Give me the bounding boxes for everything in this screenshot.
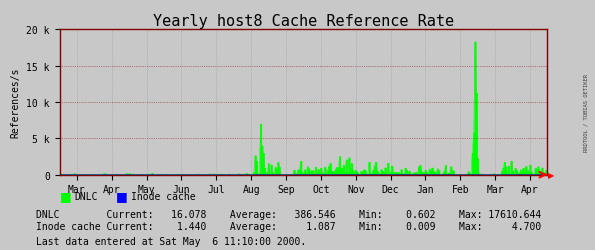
Text: Last data entered at Sat May  6 11:10:00 2000.: Last data entered at Sat May 6 11:10:00 … bbox=[36, 236, 306, 246]
Y-axis label: References/s: References/s bbox=[11, 68, 21, 138]
Text: ■: ■ bbox=[60, 190, 71, 203]
Text: DNLC        Current:   16.078    Average:   386.546    Min:    0.602    Max: 176: DNLC Current: 16.078 Average: 386.546 Mi… bbox=[36, 209, 541, 219]
Text: Inode cache: Inode cache bbox=[131, 191, 196, 201]
Text: ▶: ▶ bbox=[549, 170, 555, 179]
Text: Inode cache Current:    1.440    Average:     1.087    Min:    0.009    Max:    : Inode cache Current: 1.440 Average: 1.08… bbox=[36, 221, 541, 231]
Text: RRDTOOL / TOBIAS OETIKER: RRDTOOL / TOBIAS OETIKER bbox=[584, 74, 588, 151]
Title: Yearly host8 Cache Reference Rate: Yearly host8 Cache Reference Rate bbox=[153, 14, 454, 29]
Text: DNLC: DNLC bbox=[74, 191, 98, 201]
Text: ■: ■ bbox=[116, 190, 128, 203]
